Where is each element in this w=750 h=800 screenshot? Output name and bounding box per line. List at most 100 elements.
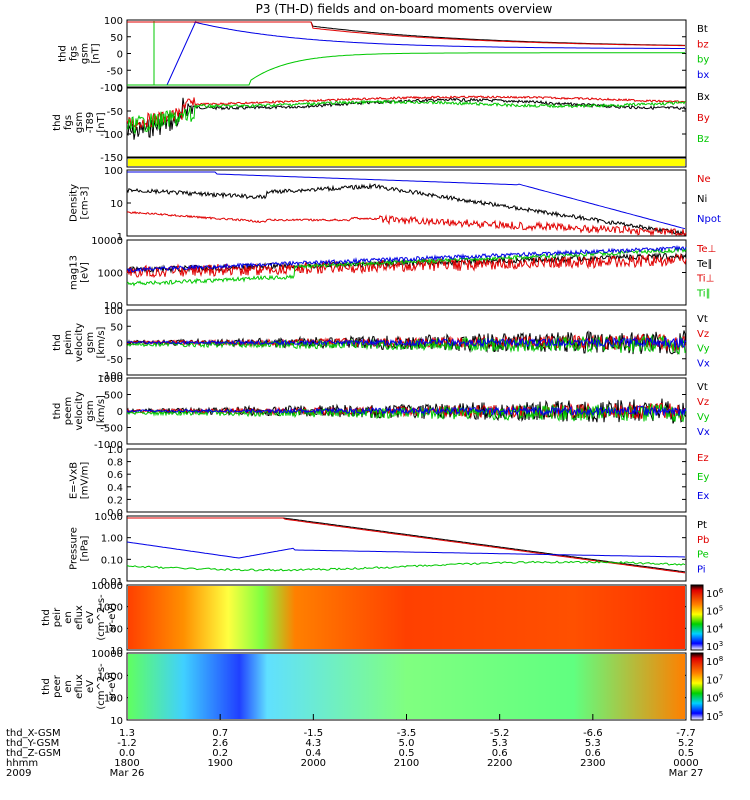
time-axis-value: 5.3	[492, 738, 508, 749]
ylabel-line: en	[63, 680, 74, 693]
colorbar-peer	[690, 652, 704, 721]
ytick-label: -50	[107, 66, 123, 77]
ytick-label: 10000	[91, 581, 123, 592]
chart-title: P3 (TH-D) fields and on-board moments ov…	[256, 2, 553, 16]
ylabel-line: thd	[41, 678, 52, 695]
time-axis-value: 1900	[207, 758, 232, 769]
time-axis-value: 0.6	[492, 748, 508, 759]
ylabel-line: -T89	[85, 112, 96, 134]
ytick-label: -50	[107, 355, 123, 366]
colorbar-label: 104	[706, 622, 724, 635]
time-axis-value: 0.6	[585, 748, 601, 759]
ytick-label: 1.0	[107, 445, 123, 456]
bz-tsy	[126, 99, 687, 135]
colorbar-label: 107	[706, 673, 723, 686]
ne-trace	[126, 210, 687, 237]
legend-Npot: Npot	[697, 214, 721, 225]
time-axis-value: 0.2	[212, 748, 228, 759]
ytick-label: 1000	[98, 269, 123, 280]
time-axis-value: 1800	[114, 758, 139, 769]
peer-spectrogram	[128, 654, 685, 719]
legend-Bt: Bt	[697, 24, 708, 35]
ylabel-line: fgs	[69, 46, 80, 61]
time-axis-label: 2009	[6, 768, 31, 779]
time-axis-value: 2100	[394, 758, 419, 769]
ytick-label: 100	[104, 306, 123, 317]
ylabel-line: [km/s]	[96, 395, 107, 427]
ylabel-line: gsm	[85, 332, 96, 353]
legend-Vz: Vz	[697, 329, 709, 340]
legend-Ti∥: Ti∥	[696, 288, 711, 299]
time-axis-value: 2.6	[212, 738, 228, 749]
ytick-label: 10000	[91, 649, 123, 660]
time-axis-value: -6.6	[583, 728, 603, 739]
ylabel-line: Density	[69, 184, 80, 222]
panel-frame-density	[126, 169, 687, 237]
ytick-label: 0.01	[101, 577, 123, 588]
colorbar-label: 108	[706, 655, 723, 668]
time-axis-value: -3.5	[397, 728, 417, 739]
legend-Te∥: Te∥	[696, 259, 713, 270]
vx-trace-6	[126, 405, 687, 417]
ylabel-line: gsm	[85, 400, 96, 421]
ytick-label: -100	[100, 83, 123, 94]
panel-frame-mode	[126, 157, 687, 168]
ytick-label: 10	[110, 716, 123, 727]
ylabel-line: mag13	[69, 255, 80, 290]
time-axis-value: 2000	[301, 758, 326, 769]
ytick-label: 50	[110, 322, 123, 333]
ytick-label: 10.00	[94, 512, 123, 523]
time-axis-value: 0.5	[678, 748, 694, 759]
ylabel-line: peim	[63, 330, 74, 355]
legend-Vt: Vt	[697, 314, 708, 325]
ylabel-line: [mV/m]	[80, 462, 91, 500]
ytick-label: 10	[110, 646, 123, 657]
ytick-label: 100	[104, 694, 123, 705]
legend-Ex: Ex	[697, 491, 709, 502]
ytick-label: 1.00	[101, 534, 123, 545]
pi-trace	[126, 541, 686, 559]
time-axis-value: Mar 27	[669, 768, 704, 779]
time-axis-label: thd_X-GSM	[6, 728, 61, 739]
time-axis-value: -5.2	[490, 728, 510, 739]
panel-frame-temp	[126, 239, 687, 306]
ylabel-line: eflux	[74, 605, 85, 630]
legend-Ez: Ez	[697, 453, 709, 464]
ytick-label: 100	[104, 16, 123, 27]
ytick-label: 0	[117, 407, 123, 418]
ytick-label: 0.10	[101, 555, 123, 566]
legend-Bx: Bx	[697, 92, 710, 103]
ytick-label: 10	[110, 199, 123, 210]
time-axis-value: 0.0	[119, 748, 135, 759]
time-axis-value: 4.3	[305, 738, 321, 749]
teperp-trace	[126, 253, 687, 278]
npot-trace	[127, 171, 686, 230]
time-axis-value: -1.2	[117, 738, 137, 749]
ylabel-line: fgs	[63, 115, 74, 130]
pt-trace	[127, 517, 686, 573]
time-axis-value: 0.5	[399, 748, 415, 759]
ytick-label: 50	[110, 33, 123, 44]
by-trace	[127, 52, 685, 86]
ylabel-line: eV	[85, 611, 96, 624]
ytick-label: 0.8	[107, 458, 123, 469]
legend-By: By	[697, 113, 710, 124]
time-axis-label: thd_Y-GSM	[6, 738, 59, 749]
legend-Vt: Vt	[697, 382, 708, 393]
vx-trace-5	[126, 336, 687, 349]
legend-Ey: Ey	[697, 472, 709, 483]
bz-trace	[127, 21, 685, 47]
legend-Pi: Pi	[697, 564, 706, 575]
panel-frame-fgs-tsy	[126, 87, 687, 158]
ylabel-line: peer	[52, 674, 63, 698]
ylabel-line: thd	[58, 45, 69, 62]
ytick-label: 100	[104, 301, 123, 312]
ylabel-line: (cm^2-s-	[96, 594, 107, 641]
ytick-label: -1000	[94, 440, 123, 451]
ylabel-line: velocity	[74, 391, 85, 430]
time-axis: thd_X-GSM 1.3 0.7 -1.5 -3.5 -5.2 -6.6 -7.7 thd_Y…	[6, 714, 703, 779]
ylabel-line: sr-eV)	[107, 672, 118, 701]
bx-trace-rise	[166, 20, 197, 86]
